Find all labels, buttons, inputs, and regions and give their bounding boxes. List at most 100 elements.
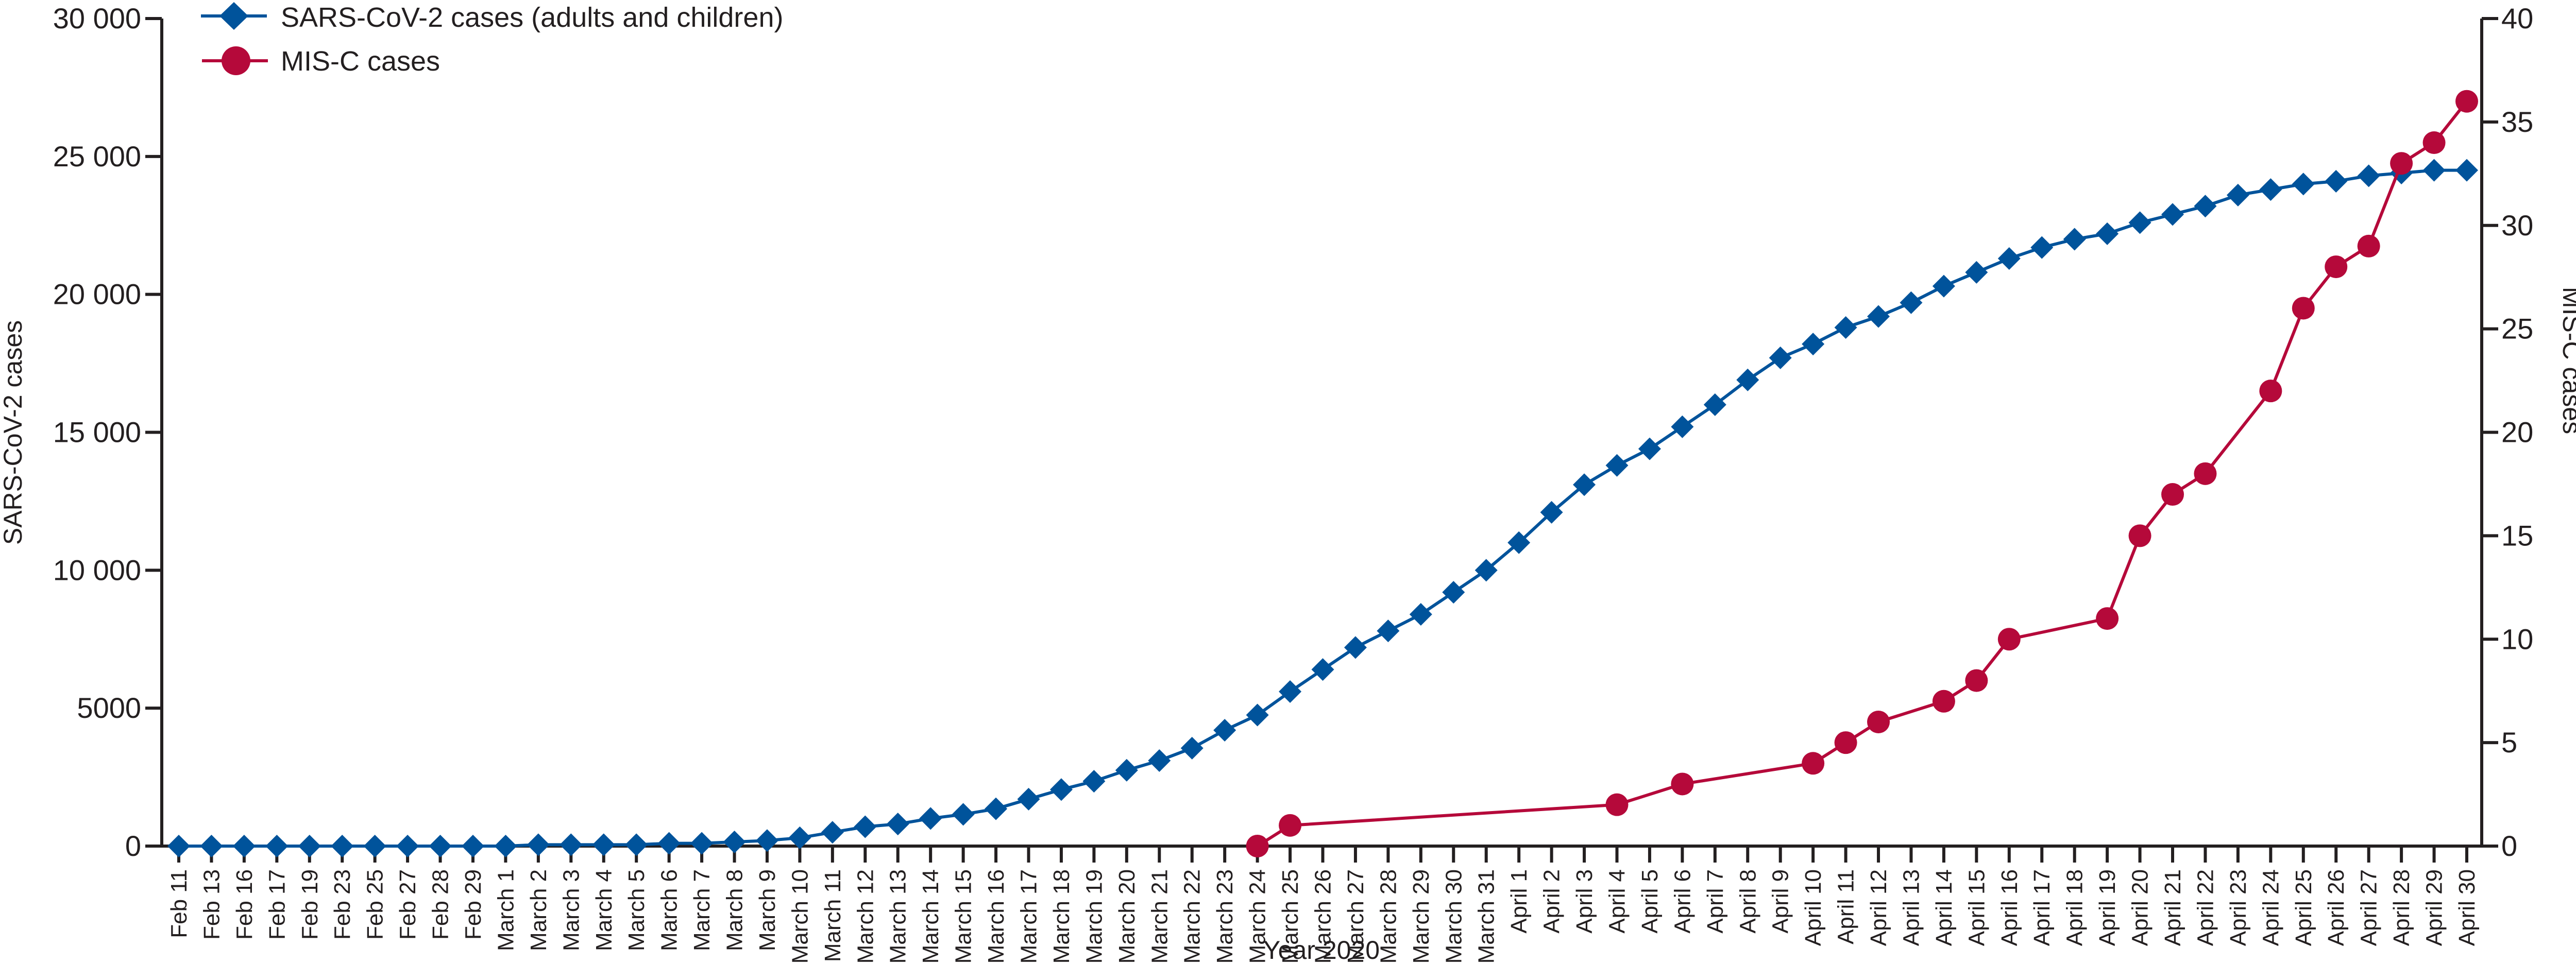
- sars-cov-2-point: [1475, 559, 1498, 582]
- x-tick-label: March 9: [755, 869, 780, 951]
- mis-c-point: [2390, 152, 2413, 175]
- mis-c-point: [1932, 690, 1955, 713]
- y2-tick-label: 40: [2501, 2, 2533, 35]
- mis-c-point: [2096, 607, 2119, 630]
- sars-cov-2-point: [592, 833, 615, 856]
- sars-cov-2-point: [2096, 222, 2119, 245]
- sars-cov-2-point: [396, 835, 419, 857]
- x-tick-label: April 12: [1866, 869, 1891, 946]
- x-tick-label: April 20: [2128, 869, 2153, 946]
- sars-cov-2-point: [1769, 346, 1792, 369]
- x-tick-label: April 18: [2062, 869, 2088, 946]
- x-tick-label: April 25: [2291, 869, 2316, 946]
- x-tick-label: April 5: [1637, 869, 1663, 934]
- x-tick-label: Feb 13: [199, 869, 224, 940]
- x-tick-label: March 30: [1441, 869, 1466, 963]
- sars-cov-2-point: [1213, 719, 1236, 742]
- x-tick-label: March 17: [1016, 869, 1042, 963]
- x-tick-label: March 18: [1049, 869, 1074, 963]
- sars-cov-2-point: [331, 835, 354, 857]
- sars-cov-2-point: [1671, 415, 1694, 438]
- x-tick-label: April 7: [1703, 869, 1728, 934]
- x-tick-label: April 19: [2095, 869, 2120, 946]
- sars-cov-2-point: [527, 833, 550, 856]
- sars-cov-2-point: [755, 829, 778, 852]
- x-tick-label: April 24: [2258, 869, 2283, 946]
- mis-c-point: [2422, 131, 2446, 154]
- x-tick-label: March 16: [984, 869, 1009, 963]
- x-tick-label: March 7: [689, 869, 715, 951]
- x-tick-label: April 26: [2324, 869, 2349, 946]
- sars-cov-2-point: [1344, 636, 1367, 659]
- x-tick-label: April 23: [2226, 869, 2251, 946]
- sars-cov-2-point: [232, 835, 256, 857]
- sars-cov-2-point: [2226, 183, 2249, 206]
- sars-cov-2-point: [1965, 261, 1988, 284]
- y-axis-title: SARS-CoV-2 cases: [0, 320, 27, 545]
- sars-cov-2-point: [690, 832, 714, 855]
- legend-marker-sars: [219, 2, 248, 30]
- x-tick-label: Feb 11: [166, 869, 192, 938]
- x-tick-label: April 15: [1964, 869, 1989, 946]
- x-tick-label: March 26: [1311, 869, 1336, 963]
- sars-cov-2-point: [1017, 787, 1040, 811]
- sars-cov-2-point: [886, 813, 909, 836]
- mis-c-point: [1671, 772, 1694, 796]
- sars-cov-2-point: [1279, 680, 1302, 703]
- y2-tick-label: 15: [2501, 519, 2533, 552]
- x-tick-label: March 8: [722, 869, 748, 951]
- y-tick-label: 15 000: [53, 416, 141, 449]
- sars-cov-2-point: [1736, 368, 1759, 391]
- x-tick-label: April 1: [1506, 869, 1532, 934]
- sars-cov-2-point: [2357, 164, 2380, 187]
- sars-cov-2-point: [1900, 291, 1923, 314]
- y2-axis-title: MIS-C cases: [2557, 287, 2576, 434]
- x-tick-label: April 30: [2454, 869, 2480, 946]
- y2-tick-label: 0: [2501, 830, 2517, 862]
- mis-c-point: [1279, 814, 1302, 837]
- sars-cov-2-point: [1573, 473, 1596, 496]
- sars-cov-2-point: [2063, 228, 2086, 251]
- x-tick-label: April 17: [2029, 869, 2055, 946]
- sars-cov-2-point: [461, 835, 484, 857]
- y2-tick-label: 10: [2501, 623, 2533, 655]
- sars-cov-2-point: [1442, 581, 1465, 604]
- sars-cov-2-point: [952, 803, 975, 826]
- x-axis-title: Year 2020: [1263, 936, 1380, 964]
- x-tick-label: March 12: [853, 869, 878, 963]
- sars-cov-2-point: [1540, 501, 1563, 524]
- mis-c-point: [1965, 669, 1988, 692]
- sars-cov-2-point: [625, 833, 648, 856]
- mis-c-point: [2292, 297, 2315, 320]
- x-tick-label: April 6: [1670, 869, 1695, 934]
- sars-cov-2-point: [1802, 333, 1825, 356]
- mis-c-point: [1867, 710, 1890, 733]
- sars-cov-2-point: [1409, 603, 1432, 626]
- y-tick-label: 10 000: [53, 554, 141, 586]
- mis-c-line: [1257, 100, 2468, 848]
- x-tick-label: March 25: [1278, 869, 1303, 963]
- sars-cov-2-point: [1605, 454, 1629, 477]
- mis-c-point: [1802, 752, 1825, 775]
- x-tick-label: March 19: [1081, 869, 1107, 963]
- y-tick-label: 20 000: [53, 278, 141, 311]
- x-tick-label: April 9: [1768, 869, 1793, 934]
- x-tick-label: April 13: [1899, 869, 1924, 946]
- sars-cov-2-point: [1115, 759, 1138, 782]
- mis-c-point: [1246, 835, 1269, 857]
- x-tick-label: Feb 28: [428, 869, 453, 940]
- mis-c-point: [2259, 380, 2282, 403]
- sars-cov-2-point: [1997, 247, 2021, 270]
- sars-cov-2-point: [821, 821, 844, 844]
- x-tick-label: March 6: [657, 869, 682, 951]
- sars-cov-2-point: [1082, 770, 1106, 793]
- x-tick-label: April 2: [1539, 869, 1565, 934]
- x-tick-label: March 29: [1409, 869, 1434, 963]
- sars-cov-2-point: [2259, 178, 2282, 201]
- y-tick-label: 5000: [77, 692, 141, 724]
- x-tick-label: March 28: [1376, 869, 1401, 963]
- y2-tick-label: 20: [2501, 416, 2533, 449]
- x-tick-label: April 14: [1931, 869, 1957, 946]
- sars-cov-2-point: [167, 835, 190, 857]
